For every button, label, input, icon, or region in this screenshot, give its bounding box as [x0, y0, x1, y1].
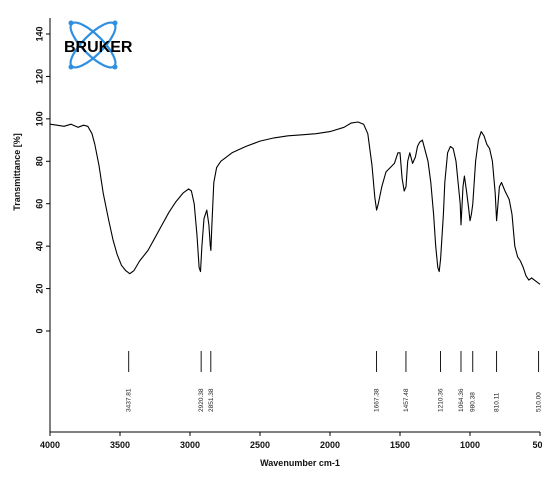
spectrum-line — [49, 121, 541, 285]
y-tick-label: 0 — [34, 328, 44, 333]
peak-label: 3437.81 — [126, 388, 133, 412]
x-tick-label: 1500 — [390, 440, 410, 450]
x-tick-label: 500 — [532, 440, 542, 450]
peak-label: 2920.38 — [198, 388, 205, 412]
x-axis-title: Wavenumber cm-1 — [260, 458, 340, 468]
x-tick-label: 2500 — [250, 440, 270, 450]
y-axis-ticks: 0 20 40 60 80 100 120 140 — [34, 26, 50, 334]
x-tick-label: 4000 — [40, 440, 60, 450]
y-tick-label: 40 — [34, 241, 44, 251]
x-tick-label: 3500 — [110, 440, 130, 450]
peak-label: 510.00 — [536, 392, 542, 412]
plot-area — [49, 18, 540, 433]
peak-label: 810.11 — [494, 392, 501, 412]
series-layer — [49, 121, 541, 285]
peak-label: 1667.38 — [374, 388, 381, 412]
y-tick-label: 140 — [34, 26, 44, 41]
x-axis-ticks: 4000 3500 3000 2500 2000 1500 1000 500 — [40, 432, 542, 450]
logo-text: BRUKER — [64, 39, 133, 56]
x-tick-label: 1000 — [460, 440, 480, 450]
x-tick-label: 2000 — [320, 440, 340, 450]
bruker-logo-mark-icon — [68, 20, 118, 70]
bruker-logo: BRUKER — [64, 20, 133, 70]
x-tick-label: 3000 — [180, 440, 200, 450]
peak-label: 1210.36 — [438, 388, 445, 412]
peak-label: 2851.38 — [208, 388, 215, 412]
y-tick-label: 120 — [34, 69, 44, 84]
y-tick-label: 80 — [34, 156, 44, 166]
peak-label: 1457.48 — [403, 388, 410, 412]
y-tick-label: 20 — [34, 284, 44, 294]
peak-label: 980.38 — [470, 392, 477, 412]
peak-label: 1064.36 — [458, 388, 465, 412]
peak-markers: 3437.81 2920.38 2851.38 1667.38 1457.48 1210.… — [126, 351, 542, 412]
y-tick-label: 100 — [34, 111, 44, 126]
y-tick-label: 60 — [34, 199, 44, 209]
y-axis-title: Transmittance [%] — [12, 133, 22, 211]
